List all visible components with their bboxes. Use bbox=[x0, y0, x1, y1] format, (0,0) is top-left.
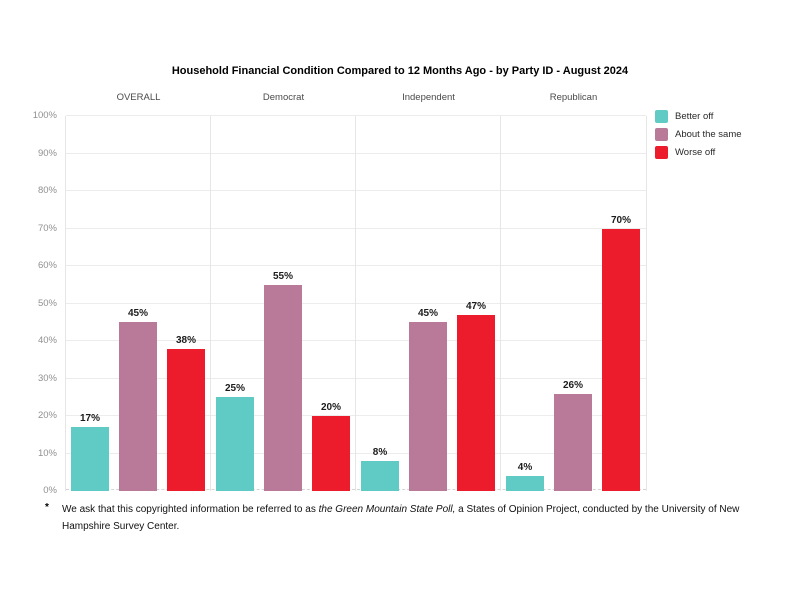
bar-value-label: 70% bbox=[610, 214, 631, 226]
y-tick-label: 30% bbox=[37, 372, 57, 384]
legend-swatch bbox=[655, 110, 668, 123]
plot-area: 17% 45% 38% 25% 55% 20% 8% 45% 47% 4% 26% 70% bbox=[65, 115, 647, 491]
y-tick-label: 10% bbox=[37, 447, 57, 459]
bar bbox=[216, 397, 254, 491]
panes: 17% 45% 38% 25% 55% 20% 8% 45% 47% 4% 26% 70% bbox=[66, 116, 646, 491]
pane-democrat: 25% 55% 20% bbox=[211, 116, 356, 491]
gridline bbox=[66, 415, 646, 416]
y-tick-label: 20% bbox=[37, 410, 57, 421]
legend-label: About the same bbox=[675, 129, 742, 140]
bar bbox=[167, 348, 205, 491]
y-tick-label: 0% bbox=[43, 485, 57, 496]
gridline bbox=[66, 452, 646, 454]
bar bbox=[71, 427, 109, 491]
pane-independent: 8% 45% 47% bbox=[356, 116, 501, 491]
group-label: OVERALL bbox=[116, 92, 161, 103]
bar bbox=[119, 322, 157, 491]
bar-value-label: 25% bbox=[224, 383, 245, 395]
bar-value-label: 45% bbox=[127, 308, 148, 320]
y-tick-label: 50% bbox=[37, 297, 57, 309]
bar-value-label: 55% bbox=[272, 270, 293, 282]
legend-item: Better off bbox=[655, 110, 742, 123]
bar bbox=[457, 314, 495, 491]
bar-value-label: 26% bbox=[562, 379, 583, 391]
legend-label: Worse off bbox=[675, 147, 716, 158]
legend-item: Worse off bbox=[655, 146, 742, 159]
legend-label: Better off bbox=[675, 111, 714, 122]
group-label: Republican bbox=[549, 92, 598, 103]
group-label: Democrat bbox=[262, 92, 305, 103]
bar bbox=[506, 476, 544, 491]
group-label: Independent bbox=[402, 92, 455, 103]
y-tick-label: 60% bbox=[37, 260, 57, 271]
y-tick-label: 40% bbox=[37, 335, 57, 346]
legend-swatch bbox=[655, 128, 668, 141]
footnote-text: We ask that this copyrighted information… bbox=[62, 502, 762, 535]
y-axis: 0% 10% 20% 30% 40% 50% 60% 70% 80% 90% 100% bbox=[0, 110, 59, 496]
gridline bbox=[66, 152, 646, 154]
bar bbox=[554, 393, 592, 491]
bar bbox=[602, 228, 640, 491]
y-tick-label: 90% bbox=[37, 147, 57, 159]
bar-value-label: 17% bbox=[79, 413, 100, 425]
bar-value-label: 4% bbox=[517, 462, 533, 473]
y-tick-label: 70% bbox=[37, 222, 57, 234]
gridline bbox=[66, 265, 646, 266]
bar-value-label: 20% bbox=[320, 402, 341, 413]
bar bbox=[409, 322, 447, 491]
group-labels-row: OVERALL Democrat Independent Republican bbox=[66, 92, 646, 103]
bar bbox=[312, 416, 350, 491]
chart-title: Household Financial Condition Compared t… bbox=[171, 65, 629, 77]
bar-value-label: 38% bbox=[175, 334, 196, 346]
gridline bbox=[66, 190, 646, 191]
footnote-suffix: a States of Opinion Project, conducted b… bbox=[62, 504, 740, 532]
gridline bbox=[66, 377, 646, 379]
y-tick-label: 100% bbox=[32, 110, 57, 121]
bar-value-label: 47% bbox=[465, 300, 486, 312]
bar-value-label: 45% bbox=[417, 308, 438, 320]
footnote-marker: * bbox=[45, 502, 49, 513]
bar bbox=[264, 284, 302, 491]
gridline bbox=[66, 489, 646, 491]
pane-overall: 17% 45% 38% bbox=[66, 116, 211, 491]
bar-value-label: 8% bbox=[372, 447, 388, 458]
legend: Better off About the same Worse off bbox=[655, 110, 742, 164]
gridline bbox=[66, 115, 646, 116]
legend-item: About the same bbox=[655, 128, 742, 141]
footnote-prefix: We ask that this copyrighted information… bbox=[62, 504, 319, 515]
y-tick-label: 80% bbox=[37, 185, 57, 196]
gridline bbox=[66, 302, 646, 304]
legend-swatch bbox=[655, 146, 668, 159]
bar bbox=[361, 461, 399, 491]
footnote-italic: the Green Mountain State Poll, bbox=[318, 504, 456, 515]
pane-republican: 4% 26% 70% bbox=[501, 116, 646, 491]
gridline bbox=[66, 227, 646, 229]
gridline bbox=[66, 340, 646, 341]
footnote: * We ask that this copyrighted informati… bbox=[45, 502, 762, 535]
